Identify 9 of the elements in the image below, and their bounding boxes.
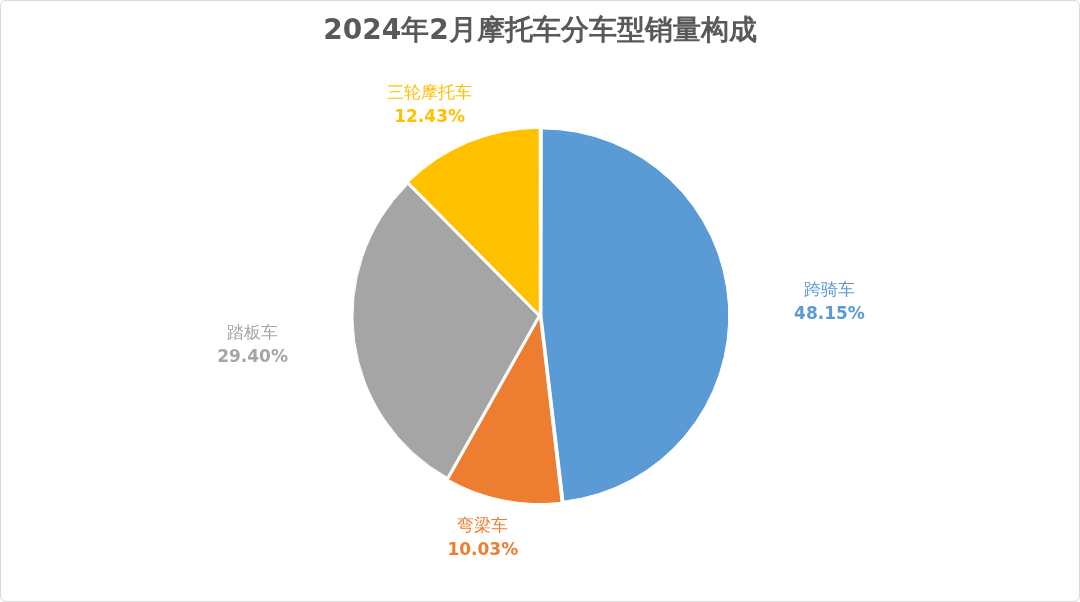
- slice-label: 弯梁车: [457, 514, 509, 535]
- slice-label: 跨骑车: [804, 279, 856, 299]
- data-label: 48.15%: [794, 303, 865, 323]
- slice-label: 三轮摩托车: [387, 82, 473, 103]
- data-label: 12.43%: [394, 106, 466, 127]
- chart-title: 2024年2月摩托车分车型销量构成: [323, 13, 757, 47]
- slice-label: 踏板车: [227, 322, 279, 343]
- data-label: 29.40%: [217, 346, 288, 367]
- data-label: 10.03%: [447, 538, 519, 559]
